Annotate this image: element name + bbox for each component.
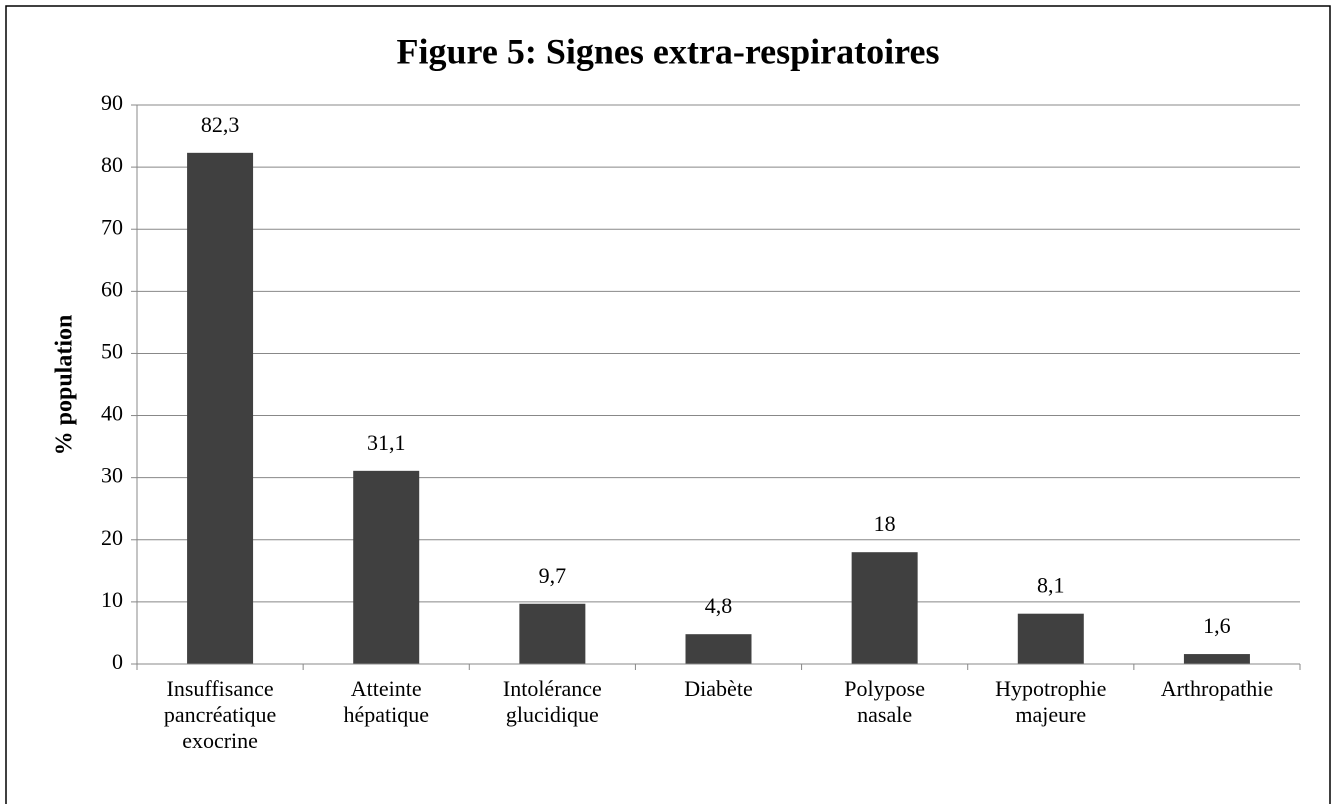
y-tick-label: 70 — [101, 214, 123, 239]
y-tick-label: 0 — [112, 649, 123, 674]
data-label: 4,8 — [705, 593, 733, 618]
data-label: 31,1 — [367, 430, 406, 455]
x-tick-label: Insuffisance pancréatique exocrine — [163, 676, 277, 753]
x-tick-label: Intolérance glucidique — [502, 676, 602, 727]
x-tick-label: Arthropathie — [1160, 676, 1274, 701]
y-tick-label: 20 — [101, 525, 123, 550]
chart-title: Figure 5: Signes extra-respiratoires — [397, 31, 940, 71]
bar — [1183, 654, 1250, 664]
data-label: 8,1 — [1037, 573, 1065, 598]
data-label: 9,7 — [539, 563, 567, 588]
y-tick-label: 10 — [101, 587, 123, 612]
data-label: 82,3 — [201, 112, 240, 137]
y-tick-label: 80 — [101, 152, 123, 177]
y-tick-label: 30 — [101, 463, 123, 488]
x-tick-label: Atteinte hépatique — [343, 676, 429, 727]
bar — [519, 603, 586, 664]
x-tick-label: Hypotrophie majeure — [995, 676, 1107, 727]
x-tick-label: Diabète — [684, 676, 753, 701]
y-tick-label: 60 — [101, 276, 123, 301]
y-tick-label: 90 — [101, 90, 123, 115]
y-tick-label: 50 — [101, 338, 123, 363]
data-label: 1,6 — [1203, 613, 1231, 638]
bar — [1017, 613, 1084, 664]
bar — [851, 552, 918, 664]
y-axis-label: % population — [52, 315, 78, 456]
bar — [685, 634, 752, 664]
bar — [353, 470, 420, 664]
bar — [187, 152, 254, 664]
data-label: 18 — [874, 511, 896, 536]
y-tick-label: 40 — [101, 401, 123, 426]
x-tick-label: Polypose nasale — [844, 676, 925, 727]
